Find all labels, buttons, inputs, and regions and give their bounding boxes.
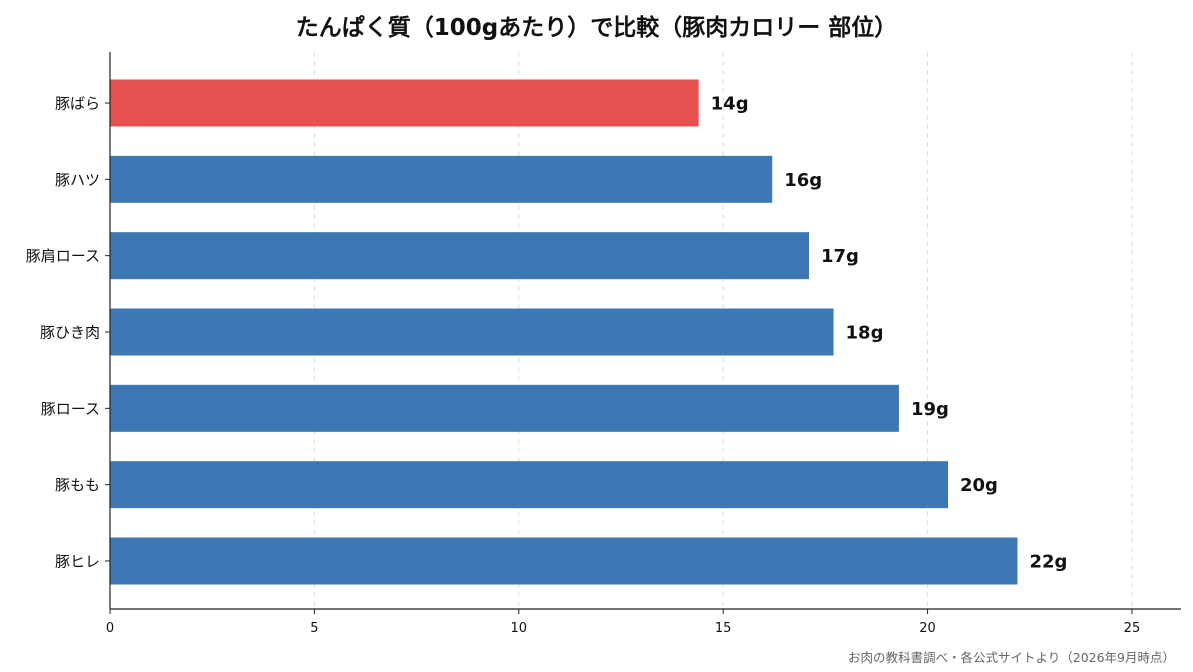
- source-note: お肉の教科書調べ・各公式サイトより（2026年9月時点）: [847, 650, 1175, 665]
- x-tick-label: 0: [106, 621, 114, 636]
- category-label: 豚ロース: [41, 400, 100, 418]
- value-label: 16g: [784, 170, 822, 191]
- value-label: 18g: [846, 323, 884, 344]
- bar-4: [110, 308, 834, 356]
- value-label: 22g: [1029, 552, 1067, 573]
- bars: [110, 79, 1018, 585]
- x-tick-label: 5: [310, 621, 318, 636]
- category-label: 豚ハツ: [55, 171, 100, 189]
- value-label: 20g: [960, 475, 998, 496]
- x-tick-label: 10: [511, 621, 528, 636]
- bar-7: [110, 537, 1018, 585]
- grid-lines: [313, 52, 1133, 609]
- chart-title: たんぱく質（100gあたり）で比較（豚肉カロリー 部位）: [295, 15, 898, 41]
- value-label: 14g: [711, 94, 749, 115]
- x-tick-label: 20: [919, 621, 936, 636]
- bar-6: [110, 461, 948, 509]
- category-label: 豚ひき肉: [40, 324, 100, 342]
- category-label: 豚ヒレ: [55, 553, 100, 571]
- category-label: 豚ばら: [55, 95, 100, 113]
- x-tick-label: 25: [1124, 621, 1141, 636]
- labels: 0 5 10 15 20 25 豚ばら 14g 豚ハツ 16g 豚肩ロース 17g 豚ひき肉 18g 豚ロー…: [26, 94, 1140, 637]
- bar-1: [110, 79, 699, 127]
- value-label: 17g: [821, 246, 859, 267]
- x-tick-label: 15: [715, 621, 732, 636]
- bar-2: [110, 155, 773, 203]
- bar-3: [110, 232, 810, 280]
- bar-5: [110, 384, 899, 432]
- category-label: 豚もも: [55, 476, 100, 494]
- value-label: 19g: [911, 399, 949, 420]
- axes: [109, 52, 1181, 610]
- category-label: 豚肩ロース: [26, 247, 100, 265]
